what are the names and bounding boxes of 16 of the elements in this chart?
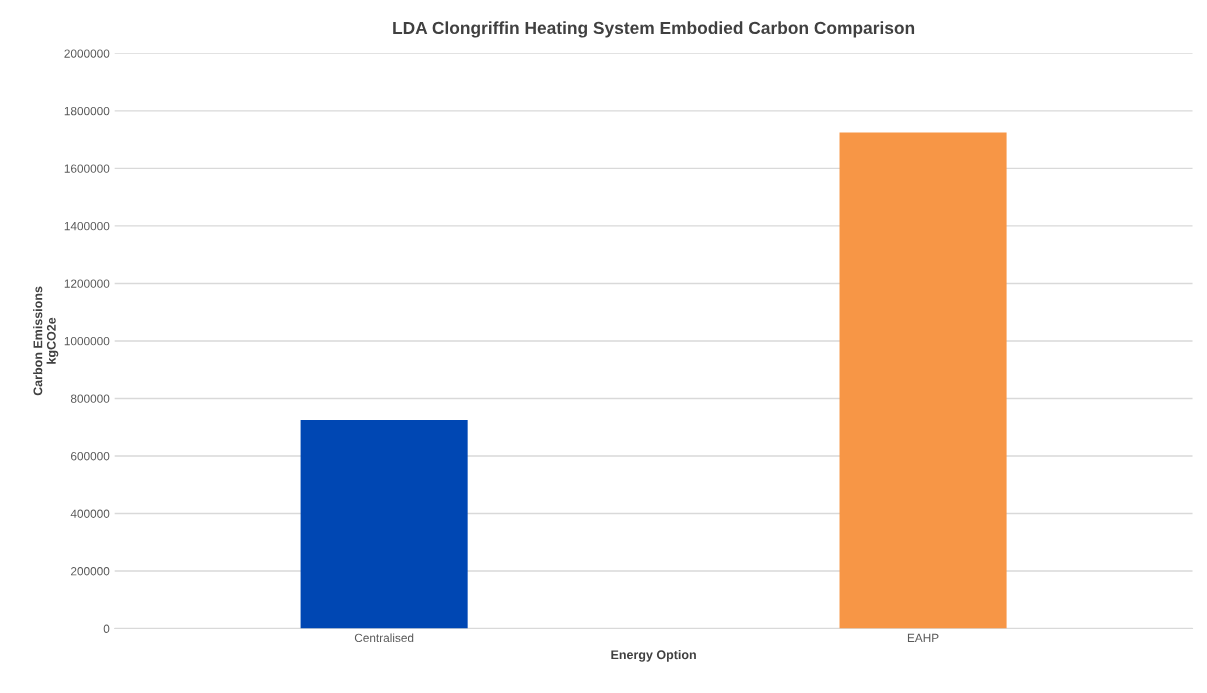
y-tick-label: 400000	[70, 509, 110, 518]
y-tick-label: 1800000	[64, 106, 110, 116]
y-tick-label: 2000000	[64, 49, 110, 58]
y-tick-label: 1000000	[64, 336, 110, 346]
y-tick-label: 200000	[71, 567, 110, 576]
chart-title: LDA Clongriffin Heating System Embodied Carbon Comparison	[393, 21, 915, 38]
x-tick-label: EAHP	[907, 633, 939, 642]
y-tick-label: 1600000	[64, 164, 110, 173]
x-tick-label: Centralised	[354, 633, 414, 643]
y-tick-label: 0	[103, 624, 110, 633]
x-axis-title: Energy Option	[611, 649, 696, 662]
y-tick-label: 1200000	[64, 279, 110, 288]
y-tick-label: 600000	[71, 452, 110, 461]
y-tick-label: 1400000	[64, 221, 110, 231]
y-axis-title: Carbon Emissions kgCO2e	[33, 286, 59, 396]
y-tick-label: 800000	[70, 394, 110, 403]
